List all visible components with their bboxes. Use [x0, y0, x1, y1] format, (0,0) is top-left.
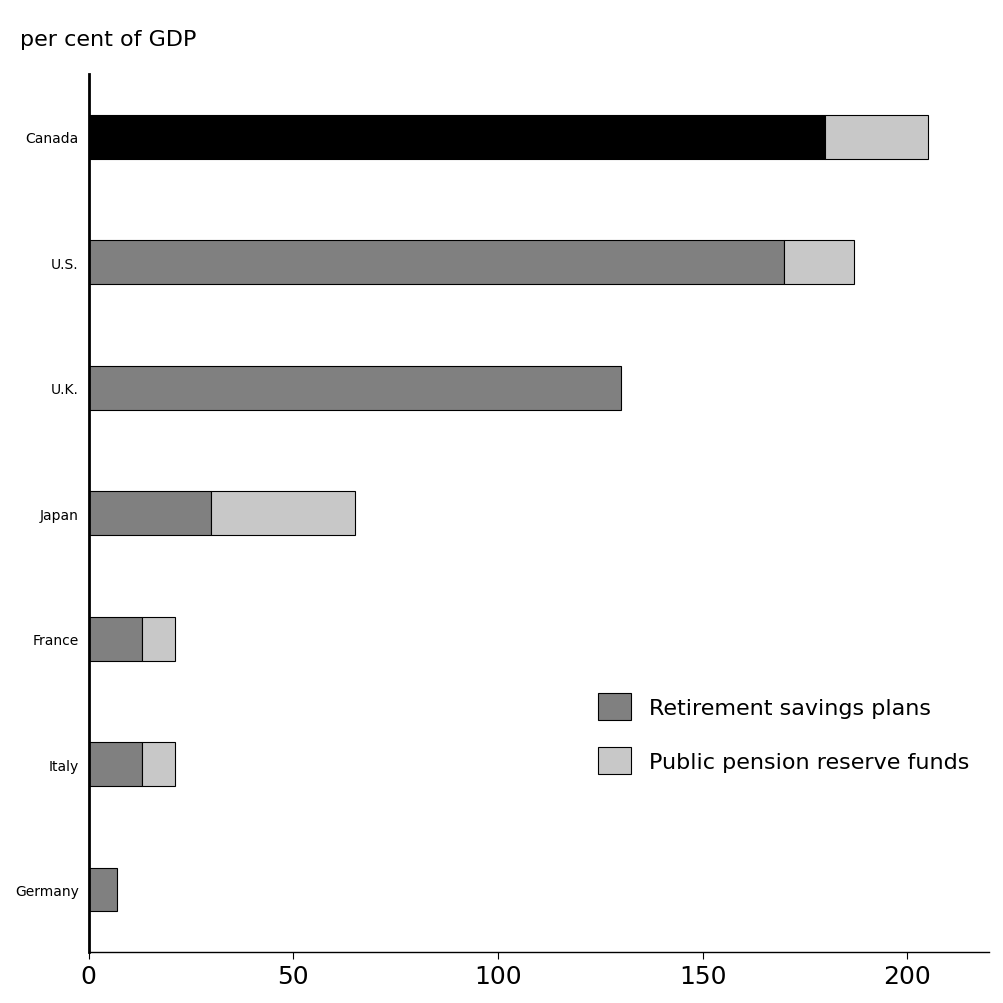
- Bar: [88, 491, 212, 536]
- Bar: [88, 742, 141, 786]
- Bar: [88, 868, 117, 912]
- Bar: [88, 366, 620, 410]
- Bar: [212, 491, 354, 536]
- Bar: [783, 241, 854, 285]
- Legend: Retirement savings plans, Public pension reserve funds: Retirement savings plans, Public pension…: [588, 685, 977, 783]
- Bar: [824, 116, 927, 159]
- Bar: [88, 241, 783, 285]
- Bar: [88, 116, 824, 159]
- Bar: [141, 742, 175, 786]
- Text: per cent of GDP: per cent of GDP: [20, 30, 197, 50]
- Bar: [141, 617, 175, 661]
- Bar: [88, 617, 141, 661]
